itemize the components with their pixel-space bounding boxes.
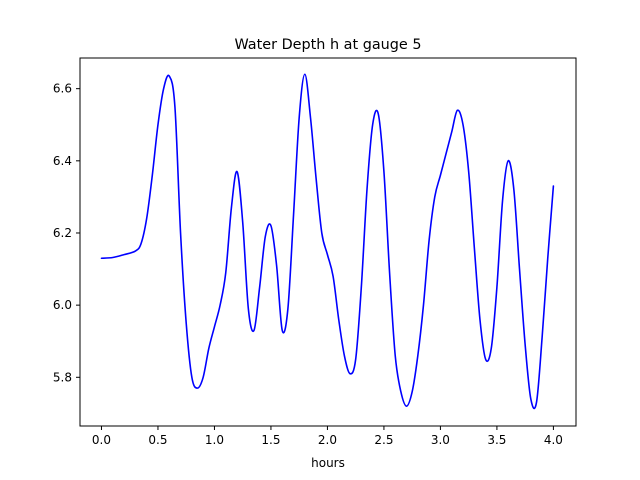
series-line-0 bbox=[100, 73, 555, 410]
y-tick-label: 6.6 bbox=[53, 82, 72, 96]
y-axis: 5.8 6.0 6.2 6.4 6.6 bbox=[53, 82, 80, 384]
y-tick-label: 6.2 bbox=[53, 226, 72, 240]
y-tick-label: 6.4 bbox=[53, 154, 72, 168]
x-tick-label: 2.5 bbox=[374, 433, 393, 447]
x-tick-label: 0.5 bbox=[148, 433, 167, 447]
x-tick-label: 1.0 bbox=[205, 433, 224, 447]
axes-frame bbox=[79, 57, 577, 427]
series-layer bbox=[100, 73, 555, 410]
y-tick-label: 6.0 bbox=[53, 298, 72, 312]
x-tick-label: 4.0 bbox=[544, 433, 563, 447]
x-tick-label: 1.5 bbox=[261, 433, 280, 447]
x-tick-label: 0.0 bbox=[92, 433, 111, 447]
x-axis: 0.0 0.5 1.0 1.5 2.0 2.5 3.0 3.5 4.0 bbox=[92, 426, 563, 447]
y-tick-label: 5.8 bbox=[53, 370, 72, 384]
chart-title: Water Depth h at gauge 5 bbox=[234, 37, 421, 53]
x-tick-label: 2.0 bbox=[318, 433, 337, 447]
plot-area bbox=[79, 57, 577, 427]
x-axis-label: hours bbox=[311, 456, 345, 470]
x-tick-label: 3.5 bbox=[487, 433, 506, 447]
x-tick-label: 3.0 bbox=[431, 433, 450, 447]
